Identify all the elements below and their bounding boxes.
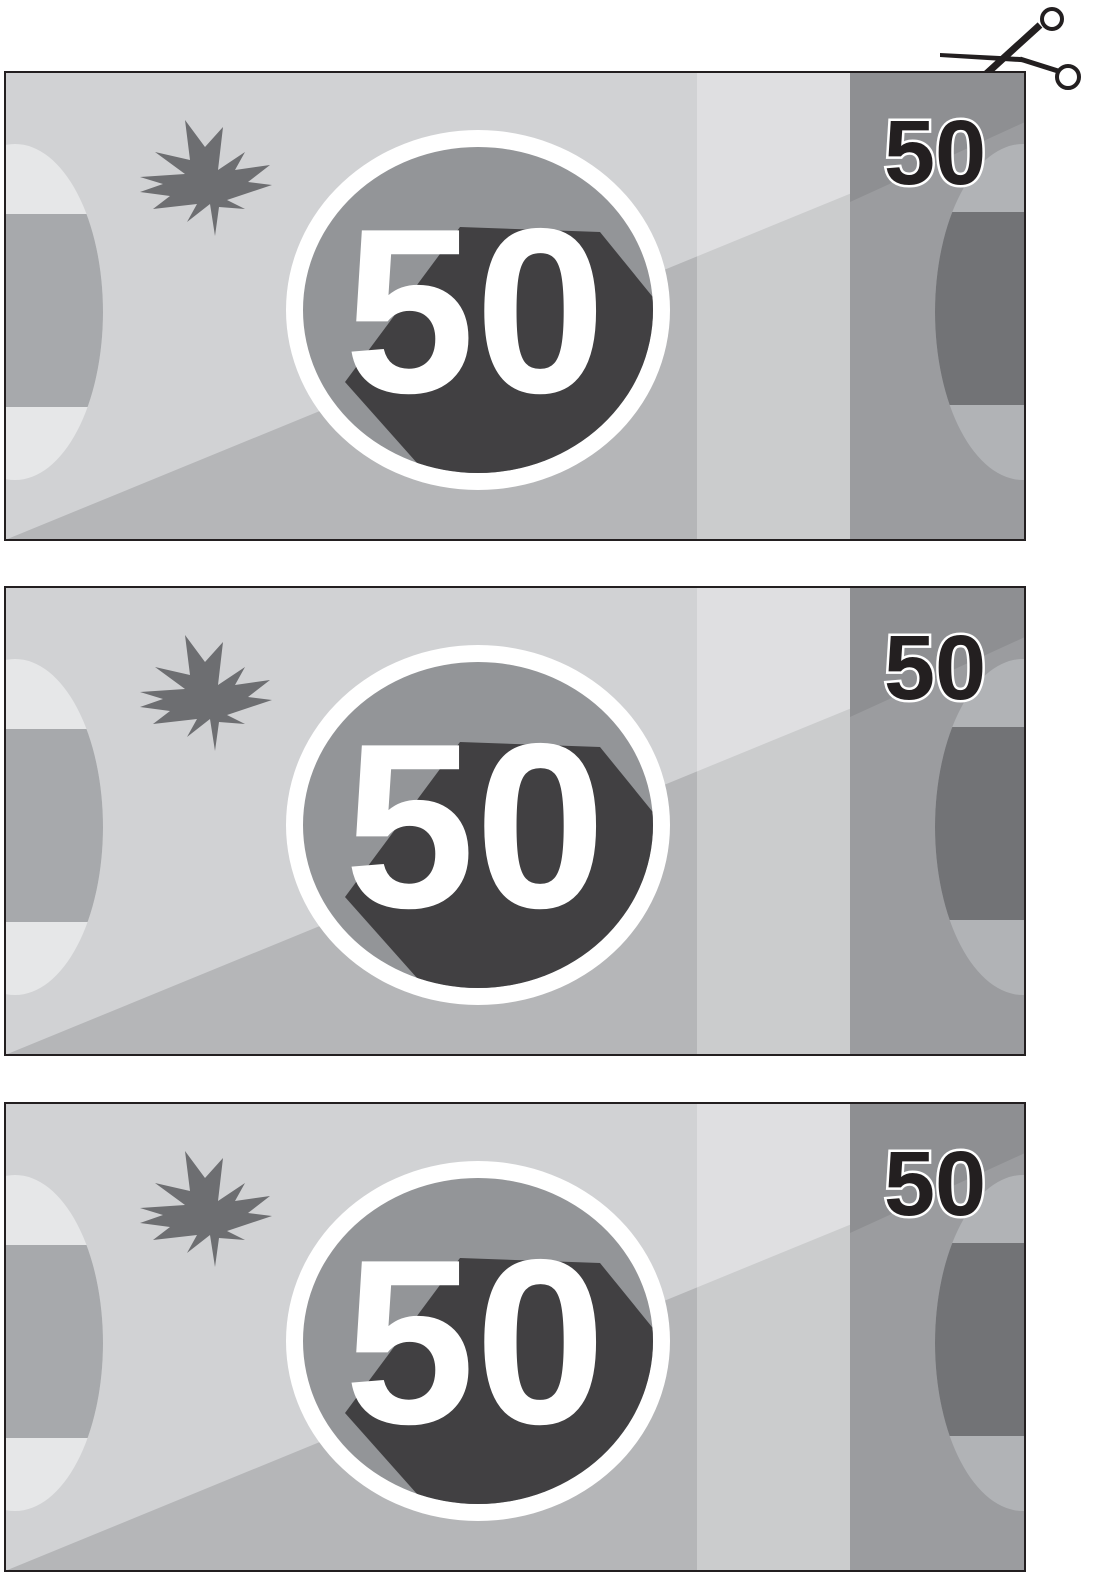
bill-body: 50 50 [5, 1103, 1025, 1571]
bill-body: 50 50 [5, 72, 1025, 540]
bill-value: 50 [344, 1210, 605, 1473]
corner-value: 50 [884, 102, 986, 204]
bill-stripe [697, 1103, 850, 1571]
bill-stripe [697, 72, 850, 540]
bill: 50 50 [5, 1103, 1025, 1571]
bill: 50 50 [5, 587, 1025, 1055]
bill: 50 50 [5, 72, 1025, 540]
corner-value: 50 [884, 617, 986, 719]
corner-value: 50 [884, 1133, 986, 1235]
bill-body: 50 50 [5, 587, 1025, 1055]
bill-stripe [697, 587, 850, 1055]
money-sheet: 50 50 50 50 50 50 [0, 0, 1097, 1591]
bill-value: 50 [344, 179, 605, 442]
bill-value: 50 [344, 694, 605, 957]
